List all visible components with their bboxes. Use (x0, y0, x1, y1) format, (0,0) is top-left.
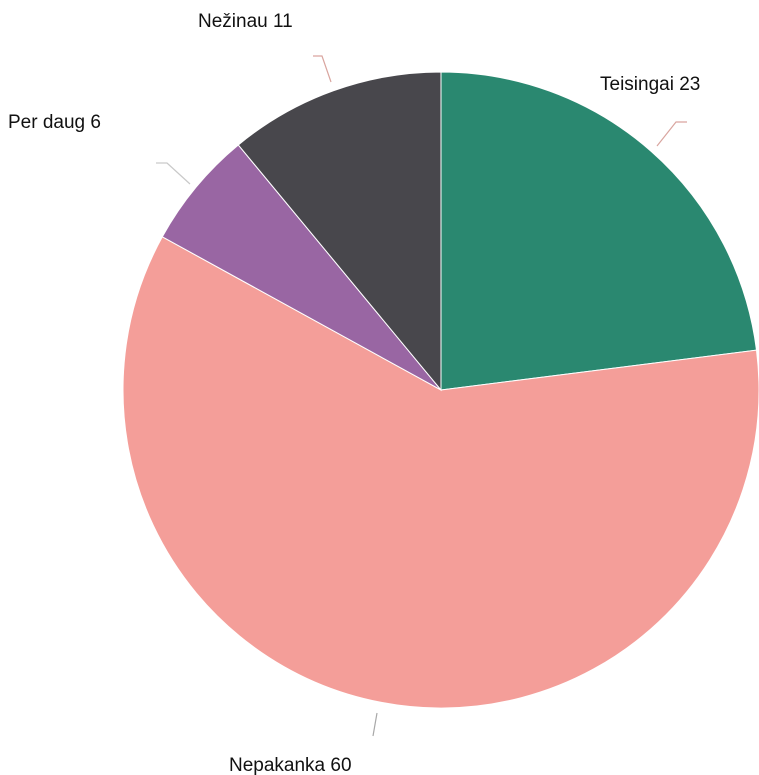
leader-line-per-daug (156, 162, 191, 185)
pie-slices (122, 71, 759, 709)
pie-slice-nezinau (237, 71, 442, 392)
slice-label-nezinau: Nežinau 11 (198, 11, 293, 32)
slice-label-per-daug: Per daug 6 (8, 112, 101, 133)
leader-line-teisingai (656, 121, 687, 147)
pie-slice-teisingai (440, 71, 758, 391)
leader-line-nezinau (313, 55, 332, 83)
pie-leader-lines (156, 55, 687, 737)
leader-line-nepakanka (372, 712, 378, 737)
pie-labels: Teisingai 23 Nepakanka 60 Per daug 6 Nežina… (8, 11, 700, 775)
slice-label-nepakanka: Nepakanka 60 (229, 755, 352, 775)
slice-label-teisingai: Teisingai 23 (600, 74, 700, 95)
pie-slice-nepakanka (122, 236, 759, 709)
pie-slice-per-daug (161, 144, 442, 391)
